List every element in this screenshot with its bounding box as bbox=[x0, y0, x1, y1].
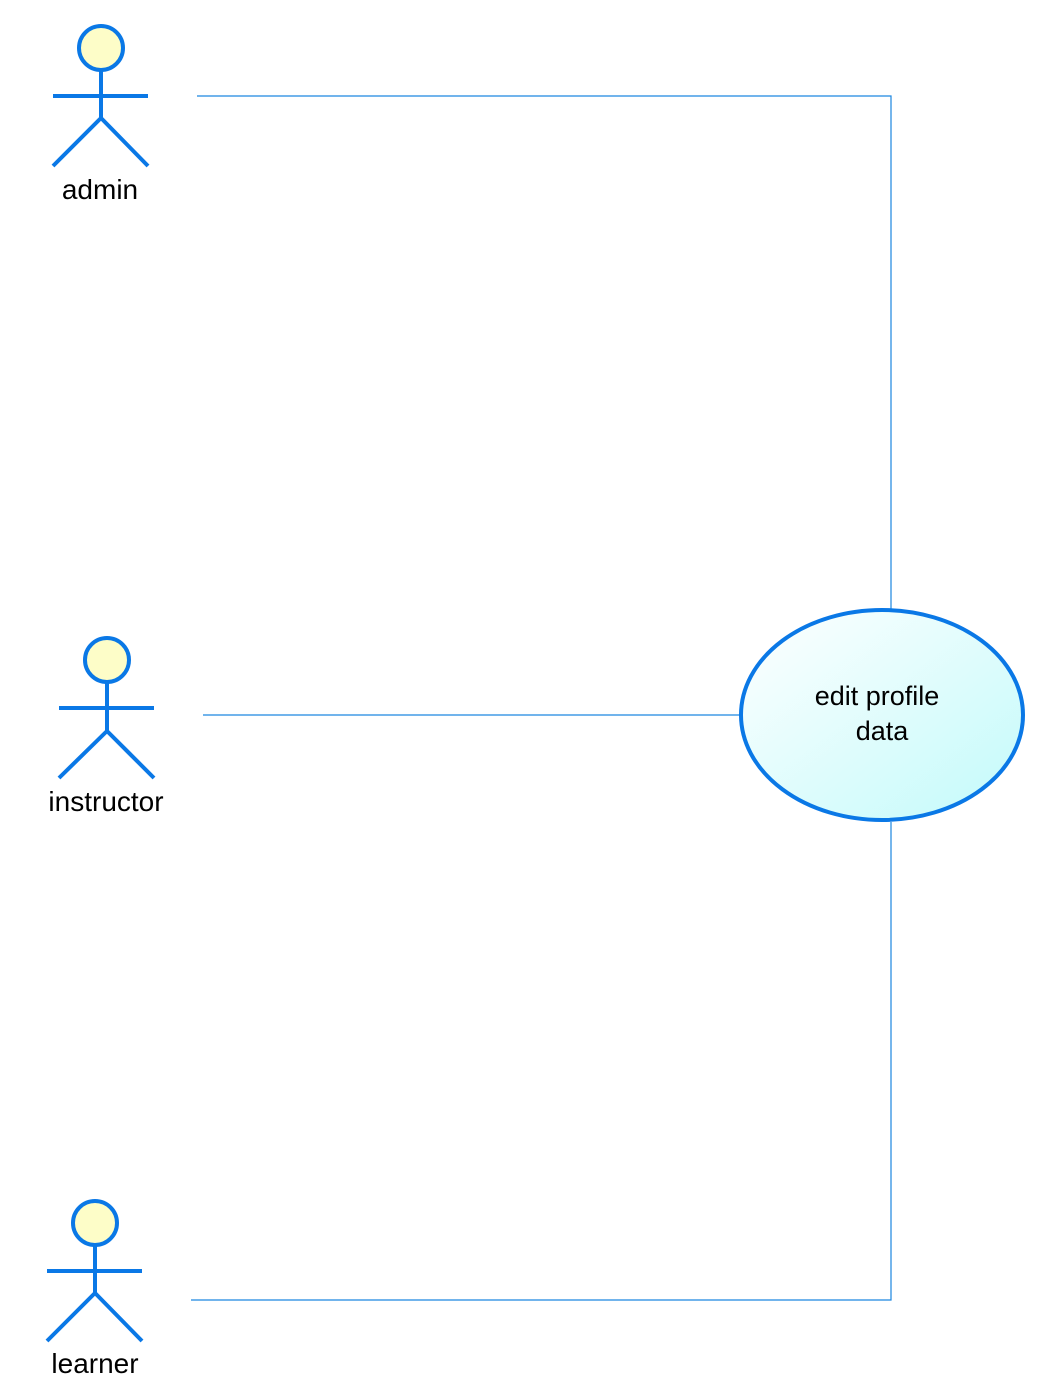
use-case-edit-profile-data[interactable]: edit profile data bbox=[739, 608, 1025, 822]
actor-label-admin: admin bbox=[62, 174, 138, 205]
actor-label-learner: learner bbox=[51, 1348, 138, 1379]
actor-label-instructor: instructor bbox=[48, 786, 163, 817]
stick-figure-icon bbox=[57, 636, 156, 780]
use-case-label-line1: edit profile bbox=[815, 681, 940, 711]
actor-instructor[interactable]: instructor bbox=[48, 636, 164, 817]
association-learner[interactable] bbox=[191, 822, 892, 1301]
actor-admin[interactable]: admin bbox=[51, 24, 150, 205]
association-admin[interactable] bbox=[197, 95, 892, 610]
actor-learner[interactable]: learner bbox=[45, 1199, 144, 1379]
stick-figure-icon bbox=[45, 1199, 144, 1343]
use-case-label-line2: data bbox=[856, 716, 910, 746]
stick-figure-icon bbox=[51, 24, 150, 168]
